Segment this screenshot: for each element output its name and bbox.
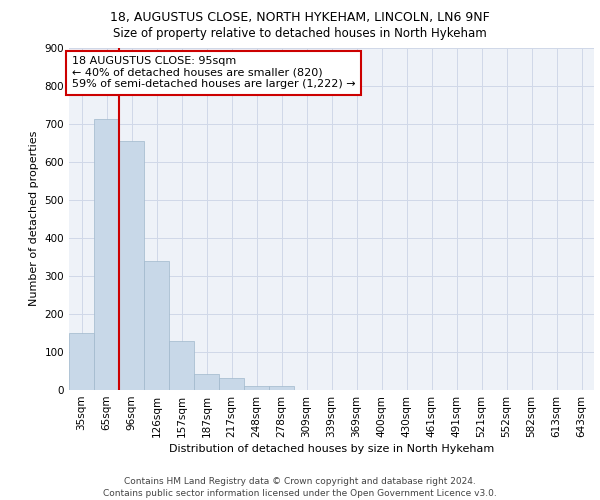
Bar [144,260,169,390]
Y-axis label: Number of detached properties: Number of detached properties [29,131,39,306]
Bar [219,378,244,390]
Text: 18, AUGUSTUS CLOSE, NORTH HYKEHAM, LINCOLN, LN6 9NF: 18, AUGUSTUS CLOSE, NORTH HYKEHAM, LINCO… [110,12,490,24]
Bar [169,340,194,390]
X-axis label: Distribution of detached houses by size in North Hykeham: Distribution of detached houses by size … [169,444,494,454]
Bar [94,118,119,390]
Text: Size of property relative to detached houses in North Hykeham: Size of property relative to detached ho… [113,28,487,40]
Bar [269,386,294,390]
Bar [119,140,144,390]
Text: 18 AUGUSTUS CLOSE: 95sqm
← 40% of detached houses are smaller (820)
59% of semi-: 18 AUGUSTUS CLOSE: 95sqm ← 40% of detach… [71,56,355,90]
Bar [244,386,269,390]
Text: Contains HM Land Registry data © Crown copyright and database right 2024.
Contai: Contains HM Land Registry data © Crown c… [103,476,497,498]
Bar [194,374,219,390]
Bar [69,333,94,390]
